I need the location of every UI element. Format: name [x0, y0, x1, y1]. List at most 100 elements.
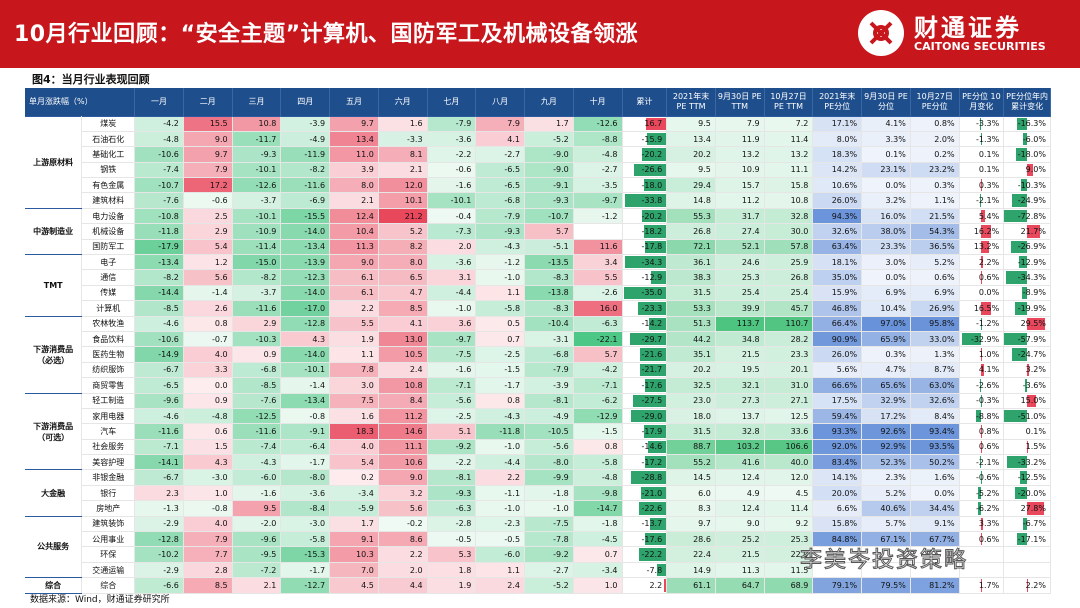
industry-name: 计算机 [81, 300, 136, 317]
industry-name: 纺织服饰 [81, 362, 136, 379]
monthly-return-cell: -4.4 [427, 285, 477, 302]
monthly-return-cell: -1.2 [475, 254, 526, 271]
column-header: 十月 [573, 88, 623, 116]
pe-percentile-cell: 2.3% [861, 469, 911, 486]
table-row: 大金融 非银金融 -6.7 -3.0 -6.0 -8.0 0.2 9.0 -8.1 2.2 -9.9… [25, 469, 1051, 517]
monthly-return-cell: -12.5 [232, 408, 282, 425]
industry-name: 医药生物 [81, 346, 136, 363]
monthly-return-cell: -10.1 [427, 192, 477, 209]
pe-change-bar [979, 117, 982, 130]
monthly-return-cell: 12.0 [378, 177, 428, 194]
monthly-return-cell: 11.6 [573, 239, 623, 256]
pe-ttm-cell: 31.7 [715, 207, 765, 225]
monthly-return-cell: -14.4 [134, 285, 184, 302]
pe-ttm-cell: 113.7 [715, 315, 765, 332]
pe-ttm-cell: 88.7 [666, 439, 716, 456]
pe-percentile-cell: 36.5% [910, 239, 960, 256]
industry-name: 银行 [81, 485, 136, 502]
monthly-return-cell: 10.6 [378, 454, 428, 471]
monthly-return-cell: -1.8 [524, 485, 574, 502]
monthly-return-cell: -7.5 [524, 515, 574, 533]
monthly-return-cell: -10.1 [232, 162, 282, 179]
cumulative-return-cell: 2.2 [622, 577, 668, 594]
monthly-return-cell: 5.6 [378, 500, 428, 517]
monthly-return-cell: -17.0 [280, 300, 331, 317]
cumulative-bar [624, 256, 666, 269]
cumulative-return-cell: -20.2 [622, 207, 668, 225]
monthly-return-cell: -3.6 [427, 254, 477, 271]
monthly-return-cell: 10.3 [329, 546, 379, 563]
table-row: 中游制造业 电力设备 -10.8 2.5 -10.1 -15.5 12.4 21.2 -0.4-… [25, 207, 1051, 256]
pe-change-bar [981, 209, 985, 223]
pe-percentile-cell: 52.3% [861, 454, 911, 471]
monthly-return-cell: 8.1 [378, 146, 428, 163]
column-header: 9月30日 PE分位 [861, 88, 911, 116]
pe-change-bar [1004, 332, 1028, 346]
monthly-return-cell: 7.0 [329, 562, 379, 579]
monthly-return-cell: -12.8 [280, 315, 331, 332]
monthly-return-cell: -10.4 [524, 315, 574, 332]
pe-percentile-change-cell: 5.4% [959, 207, 1005, 225]
monthly-return-cell: -1.5 [475, 362, 526, 379]
monthly-return-cell: 5.1 [427, 423, 477, 440]
pe-ttm-cell: 25.2 [715, 531, 765, 548]
pe-ttm-cell: 38.3 [666, 269, 716, 286]
cumulative-bar [630, 332, 666, 346]
pe-ttm-cell: 25.3 [715, 269, 765, 286]
cumulative-return-cell: -29.7 [622, 331, 668, 348]
industry-name: 机械设备 [81, 223, 136, 240]
pe-ttm-cell: 31.0 [764, 377, 814, 394]
pe-percentile-change-cell: -6.0% [1003, 131, 1051, 148]
monthly-return-cell: 1.1 [475, 562, 526, 579]
industry-name: 商贸零售 [81, 377, 136, 394]
table-row: 食品饮料 -10.6 -0.7 -10.3 4.3 1.9 13.0 -9.7 0.7 -3.1-… [25, 331, 1051, 348]
monthly-return-cell: -9.7 [427, 331, 477, 348]
cumulative-bar [633, 163, 666, 177]
monthly-return-cell: -9.3 [475, 223, 526, 240]
table-row: 商贸零售 -6.5 0.0 -8.5 -1.4 3.0 10.8 -7.1 -1.7 -3.9 -7… [25, 377, 1051, 394]
monthly-return-cell: -4.8 [573, 469, 623, 486]
cumulative-return-cell: -18.2 [622, 223, 668, 240]
pe-percentile-change-cell: 0.1% [959, 146, 1005, 163]
monthly-return-cell: -2.9 [134, 562, 184, 579]
industry-name: 社会服务 [81, 439, 136, 456]
monthly-return-cell: -8.2 [232, 269, 282, 286]
pe-percentile-change-cell: -5.2% [959, 485, 1005, 502]
pe-percentile-change-cell [1003, 546, 1051, 563]
pe-percentile-cell: 67.1% [861, 531, 911, 548]
table-row: 纺织服饰 -6.7 3.3 -6.8 -10.1 7.8 2.4 -1.6 -1.5 -7.9 -4… [25, 362, 1051, 379]
pe-percentile-cell: 18.3% [812, 146, 863, 163]
column-header: 2021年末 PE分位 [812, 88, 863, 116]
pe-percentile-change-cell: -10.3% [1003, 177, 1051, 194]
table-row: 传媒 -14.4 -1.4 -3.7 -14.0 6.1 4.7 -4.4 1.1 -13.8 -2… [25, 285, 1051, 302]
pe-percentile-change-cell: 16.2% [959, 223, 1005, 240]
cumulative-return-cell: -17.6 [622, 377, 668, 394]
column-header: 累计 [622, 88, 668, 116]
pe-percentile-change-cell: 0.0% [959, 285, 1005, 302]
monthly-return-cell: -2.9 [134, 515, 184, 533]
monthly-return-cell: -14.0 [280, 285, 331, 302]
monthly-return-cell: 9.1 [329, 531, 379, 548]
pe-ttm-cell: 103.2 [715, 439, 765, 456]
pe-percentile-change-cell [959, 546, 1005, 563]
pe-change-bar [981, 579, 983, 592]
monthly-return-cell: 10.5 [378, 346, 428, 363]
monthly-return-cell: -1.7 [280, 454, 331, 471]
monthly-return-cell: -0.6 [183, 192, 233, 209]
pe-ttm-cell: 28.6 [666, 531, 716, 548]
monthly-return-cell: -6.7 [134, 362, 184, 379]
pe-percentile-cell: 6.6% [812, 500, 863, 517]
pe-percentile-cell: 2.0% [910, 131, 960, 148]
monthly-return-cell: -1.3 [134, 500, 184, 517]
cumulative-bar [631, 409, 666, 423]
pe-percentile-cell: 4.1% [861, 115, 911, 132]
pe-percentile-cell: 5.6% [812, 362, 863, 379]
brand-name-cn: 财通证券 [914, 14, 1022, 42]
pe-percentile-cell: 0.8% [910, 115, 960, 132]
cumulative-bar [645, 456, 666, 469]
monthly-return-cell: 0.5 [475, 315, 526, 332]
pe-ttm-cell: 31.5 [666, 285, 716, 302]
pe-ttm-cell: 26.8 [666, 223, 716, 240]
industry-name: 综合 [81, 577, 136, 594]
industry-name: 有色金属 [81, 177, 136, 194]
